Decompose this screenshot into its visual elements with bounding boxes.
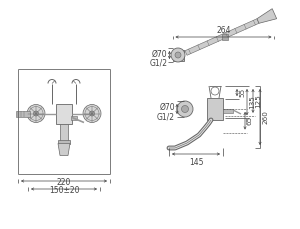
Text: G1/2: G1/2 <box>157 113 175 122</box>
Polygon shape <box>58 144 70 155</box>
Bar <box>16 111 30 117</box>
Text: 150±20: 150±20 <box>49 186 79 195</box>
Bar <box>56 104 72 123</box>
Text: 65: 65 <box>247 116 253 125</box>
Bar <box>223 109 233 113</box>
Circle shape <box>175 52 181 58</box>
Bar <box>60 123 68 142</box>
Text: 220: 220 <box>57 178 71 187</box>
Bar <box>172 49 184 60</box>
Text: 135: 135 <box>249 95 255 109</box>
Circle shape <box>171 48 185 62</box>
Text: Ø70: Ø70 <box>152 49 167 58</box>
Polygon shape <box>185 19 259 55</box>
Bar <box>58 139 70 144</box>
Bar <box>71 115 77 120</box>
Text: 55: 55 <box>239 88 245 97</box>
Bar <box>181 103 189 115</box>
Circle shape <box>34 111 38 116</box>
Circle shape <box>83 104 101 123</box>
Circle shape <box>177 101 193 117</box>
Circle shape <box>89 111 94 116</box>
Circle shape <box>27 104 45 123</box>
Polygon shape <box>257 9 277 23</box>
Text: 125: 125 <box>255 94 261 108</box>
Bar <box>222 34 228 40</box>
Text: G1/2: G1/2 <box>149 59 167 68</box>
Text: 260: 260 <box>262 110 268 124</box>
Text: 145: 145 <box>189 158 203 167</box>
Text: Ø70: Ø70 <box>159 103 175 112</box>
Circle shape <box>182 106 188 112</box>
Bar <box>207 98 223 120</box>
Text: 264: 264 <box>216 26 231 35</box>
